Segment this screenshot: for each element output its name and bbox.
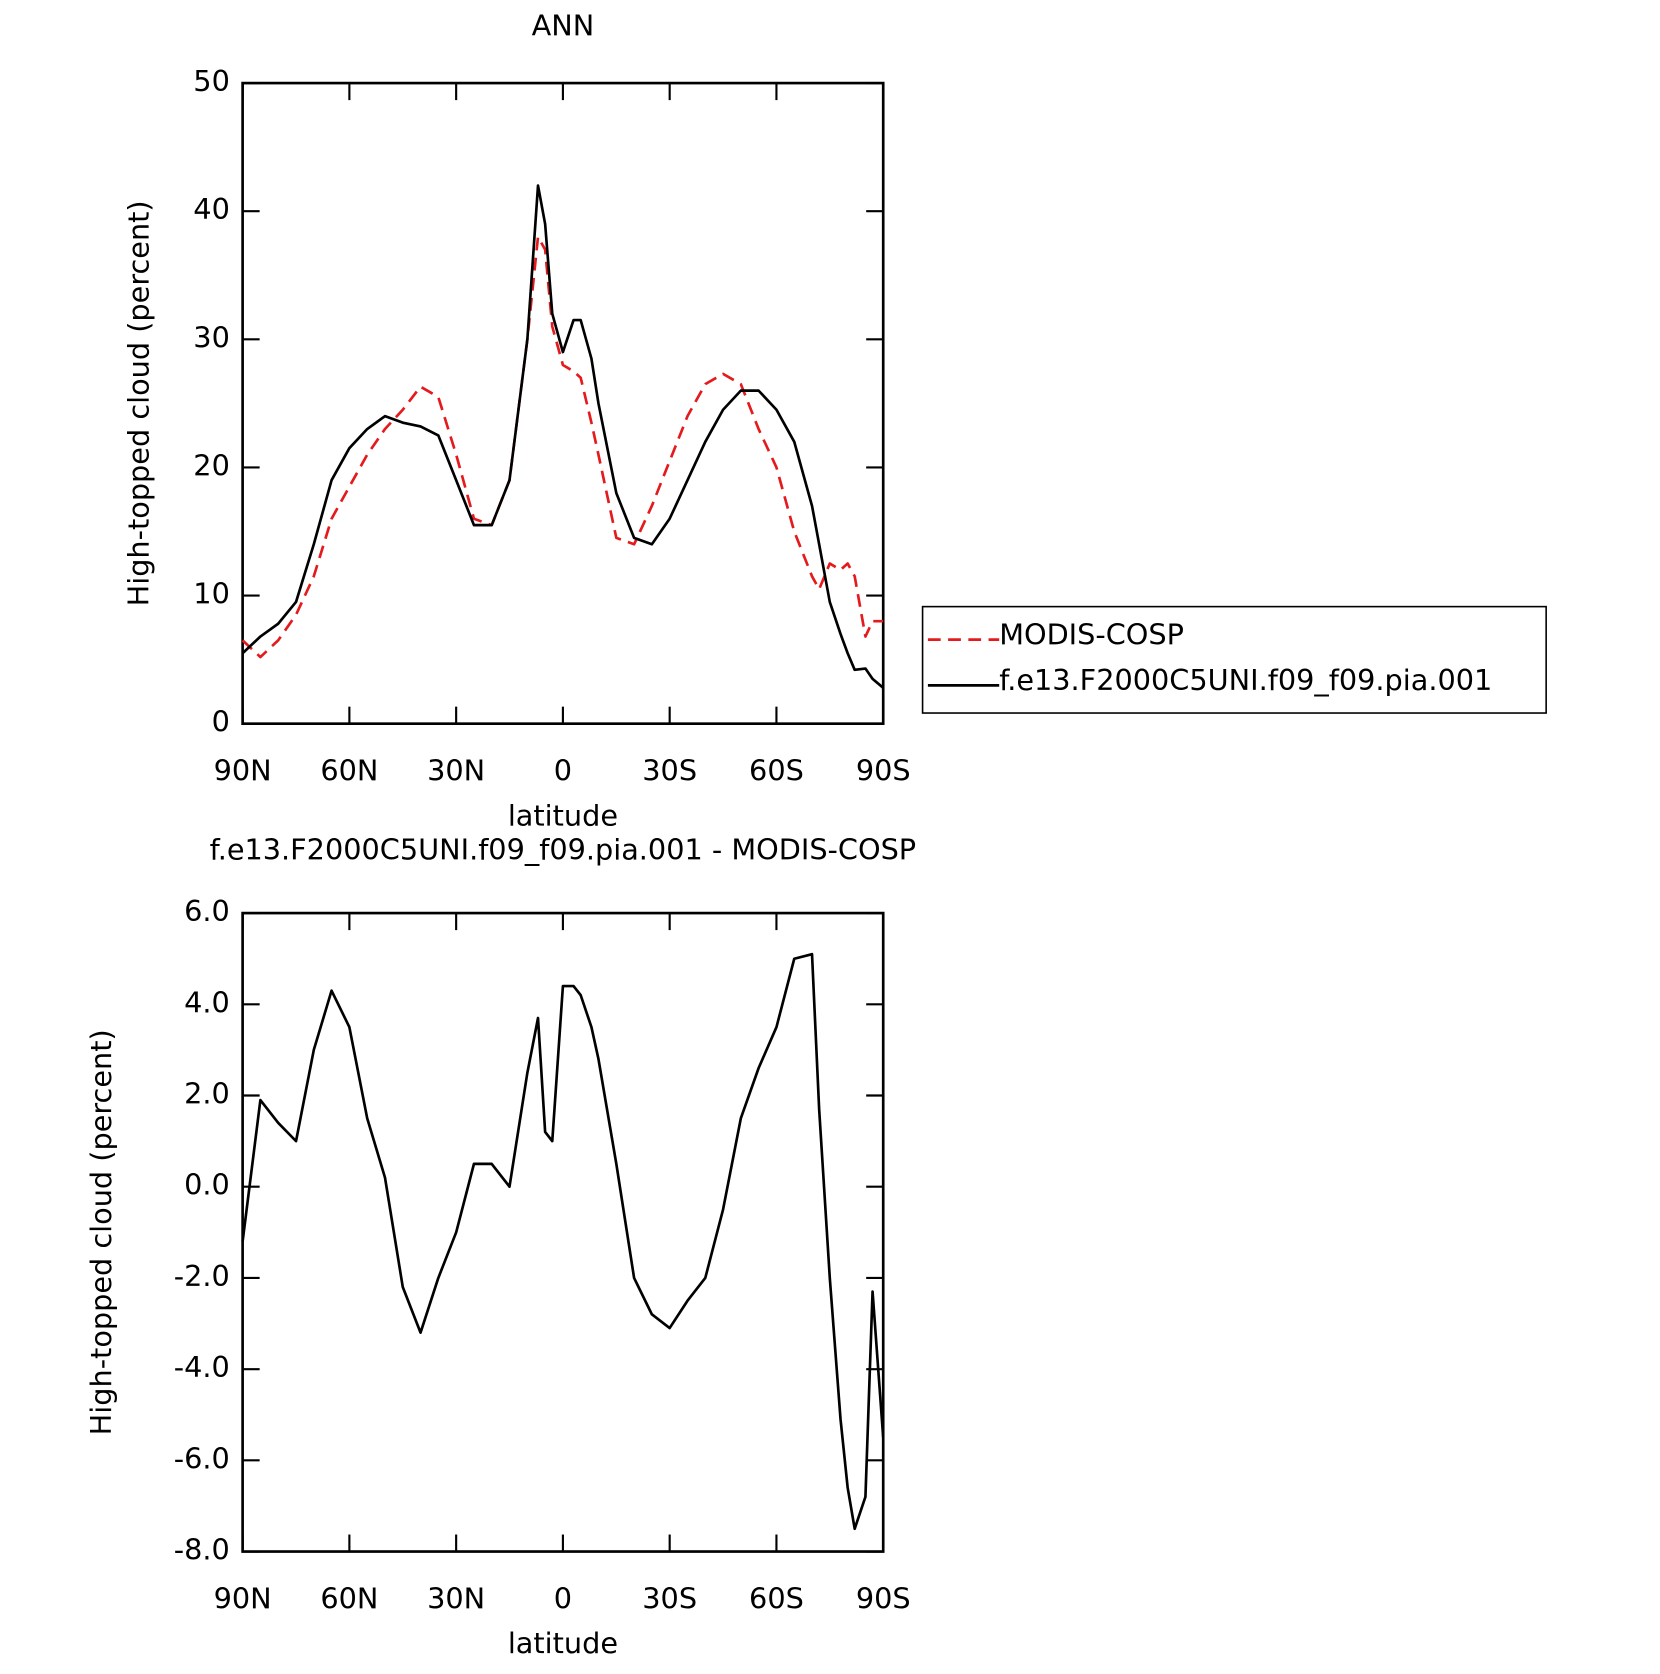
legend-box bbox=[921, 605, 1547, 714]
data-line bbox=[241, 235, 884, 659]
x-tick-label: 90N bbox=[214, 754, 272, 788]
x-tick-label: 90S bbox=[856, 1581, 911, 1615]
y-tick-label: 2.0 bbox=[184, 1077, 230, 1111]
legend-label: MODIS-COSP bbox=[999, 617, 1184, 651]
x-tick-label: 90S bbox=[856, 754, 911, 788]
y-tick-label: 0 bbox=[212, 705, 230, 739]
x-tick-label: 60S bbox=[749, 754, 804, 788]
y-tick-label: 4.0 bbox=[184, 985, 230, 1019]
y-tick-label: 40 bbox=[193, 192, 230, 226]
y-tick-label: 0.0 bbox=[184, 1168, 230, 1202]
y-tick-label: -2.0 bbox=[174, 1259, 230, 1293]
x-tick-label: 60S bbox=[749, 1581, 804, 1615]
x-tick-label: 30S bbox=[642, 754, 697, 788]
x-tick-label: 0 bbox=[554, 1581, 572, 1615]
x-axis-label: latitude bbox=[508, 1626, 618, 1660]
y-tick-label: 6.0 bbox=[184, 894, 230, 928]
y-axis-label: High-topped cloud (percent) bbox=[84, 1029, 118, 1435]
plot-frame bbox=[241, 911, 885, 1553]
y-axis-label: High-topped cloud (percent) bbox=[121, 200, 155, 606]
plot-frame bbox=[241, 81, 885, 726]
data-line bbox=[241, 952, 885, 1531]
x-tick-label: 60N bbox=[320, 754, 378, 788]
x-tick-label: 30S bbox=[642, 1581, 697, 1615]
x-axis-label: latitude bbox=[508, 798, 618, 832]
y-tick-label: -6.0 bbox=[174, 1441, 230, 1475]
y-tick-label: 10 bbox=[193, 577, 230, 611]
chart-title: f.e13.F2000C5UNI.f09_f09.pia.001 - MODIS… bbox=[210, 832, 916, 866]
y-tick-label: -8.0 bbox=[174, 1533, 230, 1567]
x-tick-label: 30N bbox=[427, 754, 485, 788]
x-tick-label: 0 bbox=[554, 754, 572, 788]
x-tick-label: 60N bbox=[320, 1581, 378, 1615]
y-tick-label: 50 bbox=[193, 64, 230, 98]
x-tick-label: 90N bbox=[214, 1581, 272, 1615]
legend-label: f.e13.F2000C5UNI.f09_f09.pia.001 bbox=[999, 663, 1492, 697]
y-tick-label: -4.0 bbox=[174, 1350, 230, 1384]
chart-title: ANN bbox=[532, 9, 595, 43]
y-tick-label: 30 bbox=[193, 320, 230, 354]
data-line bbox=[241, 184, 885, 689]
x-tick-label: 30N bbox=[427, 1581, 485, 1615]
y-tick-label: 20 bbox=[193, 448, 230, 482]
